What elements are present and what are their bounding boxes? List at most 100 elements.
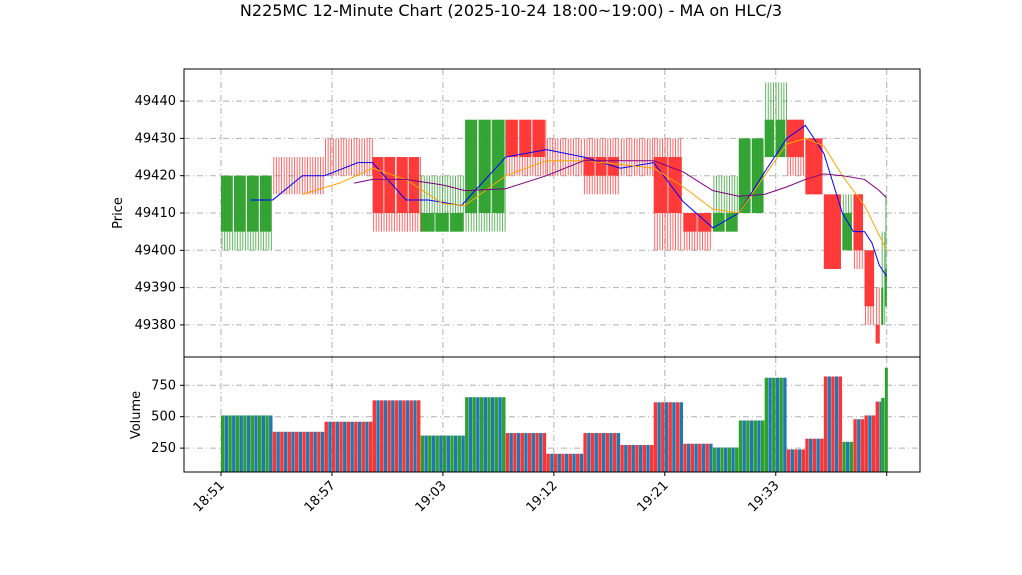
volume-bar xyxy=(831,376,835,472)
candle-body xyxy=(492,119,505,213)
volume-bar xyxy=(881,397,885,472)
volume-bar xyxy=(583,433,587,472)
volume-tick-label: 750 xyxy=(151,378,176,393)
candle-body xyxy=(725,213,738,232)
volume-bar xyxy=(243,415,247,472)
volume-bar xyxy=(779,377,783,472)
volume-bar xyxy=(849,441,854,472)
volume-bar xyxy=(698,443,702,472)
volume-tick-label: 250 xyxy=(151,441,176,456)
volume-bar xyxy=(668,402,672,472)
volume-bar xyxy=(860,419,865,472)
volume-bar xyxy=(564,453,569,472)
candle-body xyxy=(864,250,875,307)
volume-bar xyxy=(339,421,343,472)
volume-bar xyxy=(228,415,232,472)
volume-bar xyxy=(601,433,606,472)
volume-bar xyxy=(694,443,698,472)
volume-bar xyxy=(605,433,610,472)
candle-body xyxy=(712,213,725,232)
volume-bar xyxy=(801,449,806,472)
volume-bar xyxy=(357,421,362,472)
candle-body xyxy=(532,119,545,158)
volume-bar xyxy=(328,421,332,472)
time-tick-label: 19:33 xyxy=(745,478,782,515)
volume-bar xyxy=(539,433,543,472)
volume-bar xyxy=(494,397,499,472)
volume-bar xyxy=(620,444,624,472)
volume-bar xyxy=(587,433,591,472)
volume-bar xyxy=(509,433,513,472)
candle-body xyxy=(738,138,751,213)
volume-bar xyxy=(428,435,432,472)
volume-bar xyxy=(661,402,665,472)
volume-bar xyxy=(535,433,539,472)
volume-bar xyxy=(884,367,888,472)
volume-bar xyxy=(291,431,295,472)
candle-body xyxy=(698,213,712,232)
volume-bar xyxy=(294,431,299,472)
volume-bar xyxy=(790,449,794,472)
volume-bar xyxy=(864,415,868,472)
volume-bar xyxy=(809,438,813,472)
volume-bar xyxy=(664,402,669,472)
candle-body xyxy=(653,157,668,213)
volume-bar xyxy=(542,433,547,472)
volume-bar xyxy=(409,400,414,472)
volume-bar xyxy=(631,444,635,472)
volume-bar xyxy=(516,433,521,472)
volume-bar xyxy=(457,435,462,472)
candle-body xyxy=(884,268,887,307)
volume-bar xyxy=(446,435,451,472)
volume-tick-label: 500 xyxy=(151,410,176,425)
volume-bar xyxy=(690,443,695,472)
time-tick-label: 19:21 xyxy=(635,478,672,515)
volume-bar xyxy=(834,376,839,472)
volume-bar xyxy=(820,438,824,472)
volume-bar xyxy=(450,435,454,472)
volume-bar xyxy=(505,433,510,472)
volume-bar xyxy=(435,435,439,472)
volume-bar xyxy=(487,397,491,472)
candle-body xyxy=(450,213,464,232)
volume-bar xyxy=(235,415,240,472)
volume-bar xyxy=(638,444,643,472)
volume-bar xyxy=(642,444,647,472)
volume-bar xyxy=(372,400,377,472)
volume-bar xyxy=(361,421,365,472)
volume-bar xyxy=(465,397,469,472)
volume-bar xyxy=(520,433,524,472)
candle-body xyxy=(384,157,396,213)
volume-bar xyxy=(380,400,384,472)
volume-bar xyxy=(868,415,872,472)
volume-bar xyxy=(468,397,473,472)
price-tick-label: 49420 xyxy=(135,169,176,184)
volume-bar xyxy=(454,435,458,472)
candle-body xyxy=(372,157,384,213)
volume-bar xyxy=(594,433,598,472)
volume-bar xyxy=(812,438,817,472)
volume-bar xyxy=(513,433,517,472)
volume-bar xyxy=(561,453,565,472)
volume-bar xyxy=(857,419,861,472)
candle-body xyxy=(478,119,491,213)
volume-bar xyxy=(261,415,266,472)
volume-bar xyxy=(742,420,746,472)
volume-bar xyxy=(764,377,769,472)
volume-bar xyxy=(479,397,484,472)
volume-bar xyxy=(417,400,421,472)
volume-bar xyxy=(272,431,277,472)
volume-bar xyxy=(313,431,317,472)
volume-bar xyxy=(391,400,395,472)
volume-bar xyxy=(365,421,369,472)
volume-bar xyxy=(650,444,654,472)
volume-bar xyxy=(320,431,325,472)
volume-bar xyxy=(269,415,273,472)
volume-bar xyxy=(546,453,550,472)
volume-bar xyxy=(794,449,798,472)
candle-body xyxy=(853,194,864,251)
volume-bar xyxy=(302,431,306,472)
volume-bar xyxy=(280,431,284,472)
volume-bar xyxy=(827,376,831,472)
volume-bar xyxy=(557,453,561,472)
